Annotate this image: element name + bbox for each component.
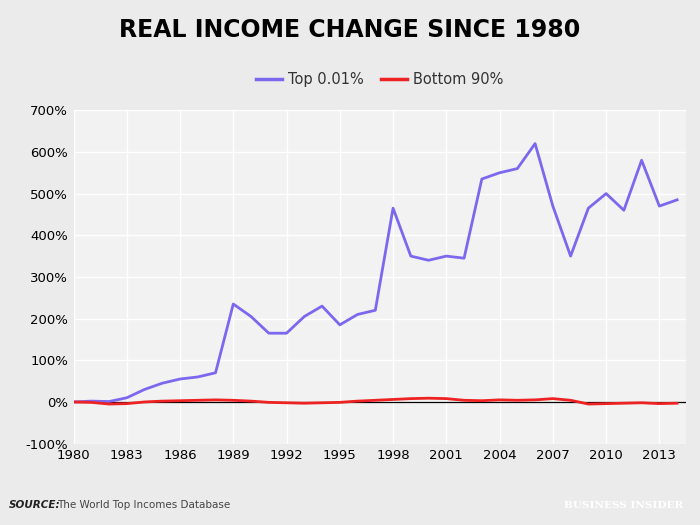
Text: The World Top Incomes Database: The World Top Incomes Database — [57, 499, 231, 510]
Legend: Top 0.01%, Bottom 90%: Top 0.01%, Bottom 90% — [250, 66, 510, 92]
Text: SOURCE:: SOURCE: — [8, 499, 60, 510]
Text: BUSINESS INSIDER: BUSINESS INSIDER — [564, 501, 683, 510]
Text: REAL INCOME CHANGE SINCE 1980: REAL INCOME CHANGE SINCE 1980 — [120, 18, 580, 43]
